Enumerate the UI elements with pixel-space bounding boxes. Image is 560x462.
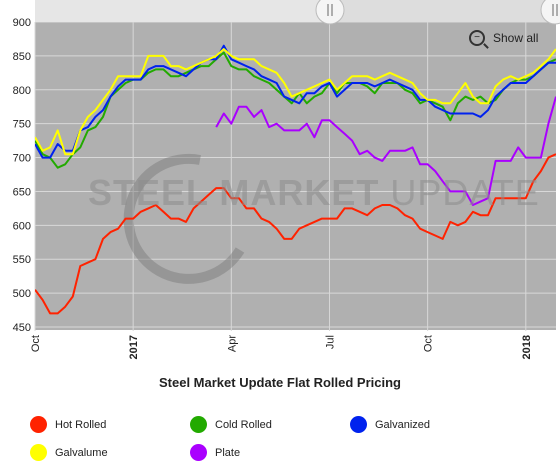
- y-tick-label: 750: [13, 119, 31, 131]
- grid: [34, 21, 556, 331]
- show-all-button[interactable]: − Show all: [469, 30, 538, 46]
- watermark-logo: [123, 153, 245, 284]
- x-tick-label: 2017: [128, 335, 140, 359]
- series-group: [35, 44, 556, 315]
- y-tick-label: 700: [13, 153, 31, 165]
- watermark: STEEL MARKET UPDATE: [88, 172, 540, 214]
- legend-marker: [190, 444, 207, 461]
- legend-marker: [30, 444, 47, 461]
- x-tick-label: 2018: [521, 335, 533, 359]
- legend-marker: [30, 416, 47, 433]
- y-tick-label: 850: [13, 51, 31, 63]
- y-tick-label: 500: [13, 288, 31, 300]
- series-line-cold-rolled[interactable]: [35, 51, 556, 169]
- series-line-hot-rolled[interactable]: [35, 153, 556, 315]
- x-tick-label: Oct: [423, 335, 435, 352]
- y-tick-label: 800: [13, 85, 31, 97]
- legend-marker: [190, 416, 207, 433]
- y-tick-label: 550: [13, 254, 31, 266]
- y-axis: 450 500 550 600 650 700 750 800 850 900: [13, 17, 31, 334]
- x-tick-label: Oct: [30, 335, 42, 352]
- legend-label: Galvanized: [375, 418, 431, 431]
- navigator-handle-right[interactable]: [540, 0, 560, 25]
- show-all-label: Show all: [493, 31, 539, 45]
- y-tick-label: 600: [13, 220, 31, 232]
- plot-area: [35, 0, 556, 330]
- legend-item-galvalume[interactable]: Galvalume: [30, 444, 108, 461]
- legend-item-plate[interactable]: Plate: [190, 444, 240, 461]
- legend-label: Plate: [215, 446, 241, 459]
- legend-marker: [350, 416, 367, 433]
- series-line-galvalume[interactable]: [35, 48, 556, 156]
- zoom-out-icon: −: [469, 30, 485, 46]
- navigator-selected-range[interactable]: [330, 0, 550, 22]
- series-line-galvanized[interactable]: [35, 44, 556, 159]
- watermark-part1: STEEL MARKET: [88, 172, 391, 213]
- y-tick-label: 450: [13, 322, 31, 334]
- legend-item-galvanized[interactable]: Galvanized: [350, 416, 430, 433]
- legend-label: Cold Rolled: [215, 418, 272, 431]
- y-tick-label: 900: [13, 17, 31, 29]
- legend-item-cold-rolled[interactable]: Cold Rolled: [190, 416, 272, 433]
- x-tick-label: Apr: [226, 335, 238, 352]
- legend-label: Galvalume: [55, 446, 108, 459]
- legend-item-hot-rolled[interactable]: Hot Rolled: [30, 416, 106, 433]
- x-axis: Oct 2017 Apr Jul Oct 2018: [30, 335, 533, 360]
- series-line-plate[interactable]: [215, 96, 556, 206]
- watermark-part2: UPDATE: [390, 172, 540, 213]
- chart-title: Steel Market Update Flat Rolled Pricing: [159, 375, 401, 390]
- legend-label: Hot Rolled: [55, 418, 107, 431]
- y-tick-label: 650: [13, 186, 31, 198]
- x-tick-label: Jul: [324, 335, 336, 349]
- navigator-handle-left[interactable]: [315, 0, 345, 25]
